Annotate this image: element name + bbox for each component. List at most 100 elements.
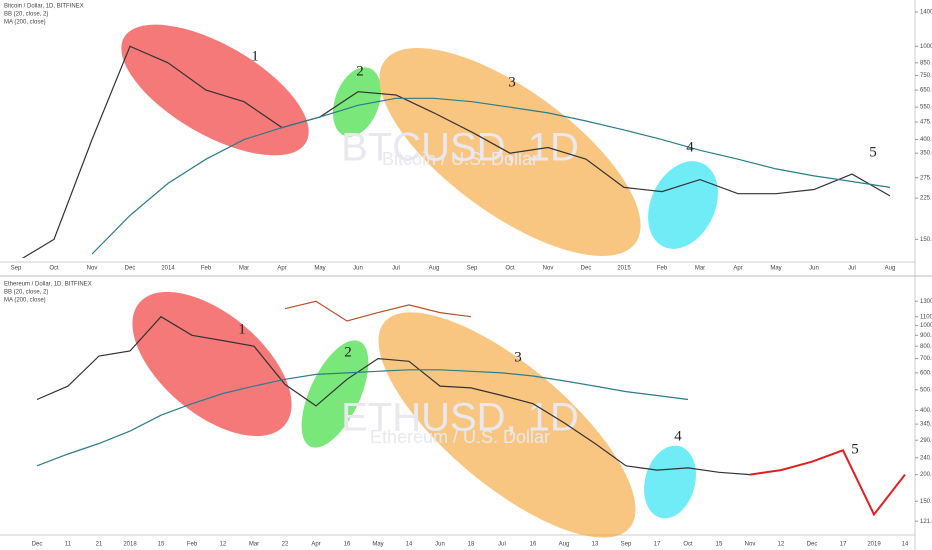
annotation: 2 [356, 63, 364, 79]
ellipse [132, 291, 292, 437]
x-tick-label: May [314, 266, 325, 272]
x-tick-label: 21 [96, 542, 103, 548]
y-tick-label: 350.0 [920, 151, 932, 157]
annotation: 2 [344, 344, 352, 360]
annotation: 5 [851, 441, 859, 457]
x-tick-label: Jul [392, 266, 400, 272]
y-tick-label: 1300.00 [920, 299, 932, 305]
indicator-label: BB (20, close, 2) [4, 12, 48, 18]
x-tick-label: Apr [733, 266, 742, 272]
y-tick-label: 240.00 [920, 455, 932, 461]
y-tick-label: 850.0 [920, 60, 932, 66]
y-tick-label: 900.00 [920, 333, 932, 339]
y-tick-label: 150.00 [920, 499, 932, 505]
y-tick-label: 345.00 [920, 422, 932, 428]
series-line [284, 300, 472, 322]
x-tick-label: Sep [621, 542, 632, 548]
x-tick-label: Sep [467, 266, 478, 272]
x-tick-label: 17 [654, 542, 661, 548]
x-tick-label: Oct [505, 266, 515, 272]
x-tick-label: Mar [249, 542, 259, 548]
y-tick-label: 700.00 [920, 356, 932, 362]
x-tick-label: Jun [435, 542, 445, 548]
x-tick-label: 14 [406, 542, 413, 548]
x-tick-label: Nov [745, 542, 756, 548]
annotation: 3 [508, 74, 516, 90]
x-tick-label: 15 [716, 542, 723, 548]
x-tick-label: Apr [311, 542, 320, 548]
y-tick-label: 290.00 [920, 438, 932, 444]
x-tick-label: 12 [778, 542, 785, 548]
y-tick-label: 750.0 [920, 73, 932, 79]
y-tick-label: 1000.00 [920, 323, 932, 329]
x-tick-label: May [770, 266, 781, 272]
x-tick-label: 17 [840, 542, 847, 548]
annotation: 4 [686, 139, 694, 155]
x-tick-label: Apr [277, 266, 286, 272]
y-tick-label: 550.0 [920, 105, 932, 111]
y-tick-label: 225.0 [920, 196, 932, 202]
x-tick-label: Feb [657, 266, 668, 272]
watermark-symbol: BTCUSD, 1D [341, 126, 579, 170]
y-tick-label: 200.00 [920, 472, 932, 478]
y-tick-label: 275.0 [920, 175, 932, 181]
highlight-ellipses [121, 24, 718, 538]
ellipse [121, 24, 309, 156]
chart-title: Ethereum / Dollar, 1D, BITFINEX [4, 282, 92, 288]
x-tick-label: 2018 [123, 542, 137, 548]
y-tick-label: 1100.00 [920, 314, 932, 320]
y-tick-label: 121.00 [920, 519, 932, 525]
x-tick-label: 16 [344, 542, 351, 548]
x-tick-label: Feb [187, 542, 198, 548]
x-tick-label: Mar [239, 266, 249, 272]
x-tick-label: Nov [543, 266, 554, 272]
x-tick-label: Aug [429, 266, 440, 272]
x-tick-label: Nov [87, 266, 98, 272]
x-tick-label: 12 [220, 542, 227, 548]
x-tick-label: 18 [468, 542, 475, 548]
x-tick-label: Dec [125, 266, 136, 272]
x-tick-label: Dec [581, 266, 592, 272]
x-tick-label: 2019 [867, 542, 881, 548]
x-tick-label: 2014 [161, 266, 175, 272]
x-tick-label: 22 [282, 542, 289, 548]
y-tick-label: 400.00 [920, 408, 932, 414]
series-line [36, 369, 689, 467]
x-tick-label: Dec [807, 542, 818, 548]
series-line [21, 45, 891, 258]
ellipse [648, 161, 718, 249]
y-tick-label: 475.0 [920, 120, 932, 126]
x-tick-label: Jul [498, 542, 506, 548]
x-tick-label: 16 [530, 542, 537, 548]
watermark-symbol: ETHUSD, 1D [341, 396, 579, 440]
ellipse [332, 67, 382, 137]
watermark-name: Ethereum / U.S. Dollar [370, 427, 550, 447]
indicator-label: BB (20, close, 2) [4, 290, 48, 296]
ellipse [644, 445, 696, 519]
y-tick-label: 150.0 [920, 237, 932, 243]
x-tick-label: Jun [809, 266, 819, 272]
series-line [749, 449, 906, 517]
y-tick-label: 800.00 [920, 344, 932, 350]
ellipse [378, 312, 636, 538]
x-tick-label: Aug [885, 266, 896, 272]
annotation: 5 [869, 144, 877, 160]
indicator-label: MA (200, close) [4, 20, 46, 26]
x-tick-label: 2015 [617, 266, 631, 272]
y-tick-label: 1000.0 [920, 44, 932, 50]
chart-title: Bitcoin / Dollar, 1D, BITFINEX [4, 4, 84, 10]
y-tick-label: 1400.0 [920, 10, 932, 16]
x-tick-label: Aug [559, 542, 570, 548]
x-tick-label: Oct [683, 542, 693, 548]
x-tick-label: Oct [49, 266, 59, 272]
annotation: 3 [514, 349, 522, 365]
x-tick-label: Mar [695, 266, 705, 272]
watermark-name: Bitcoin / U.S. Dollar [382, 149, 538, 169]
x-tick-label: 14 [902, 542, 909, 548]
x-tick-label: May [372, 542, 383, 548]
y-tick-label: 650.0 [920, 88, 932, 94]
y-tick-label: 600.00 [920, 370, 932, 376]
ellipse [301, 340, 369, 448]
x-tick-label: 13 [592, 542, 599, 548]
